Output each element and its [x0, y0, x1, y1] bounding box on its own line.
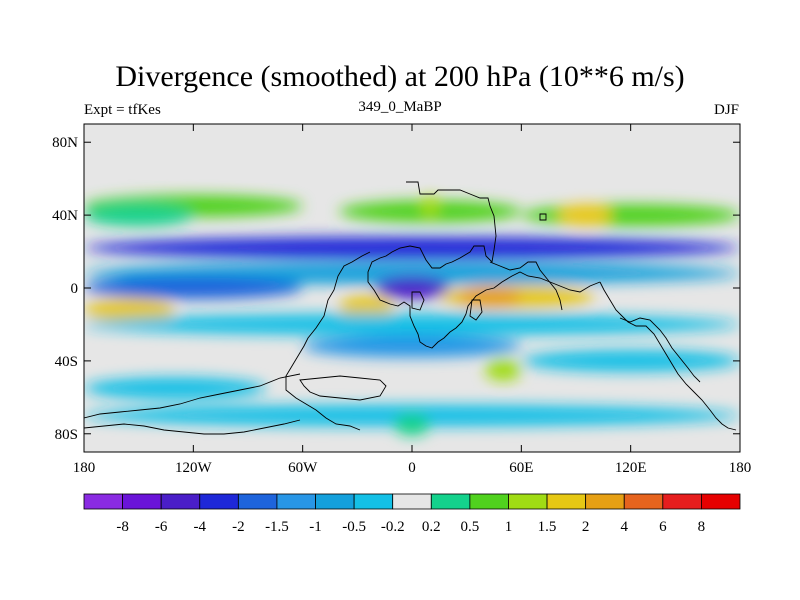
colorbar-box-8 — [392, 493, 432, 510]
colorbar-box-16 — [701, 493, 741, 510]
colorbar-box-9 — [430, 493, 471, 510]
colorbar-label-9: 0.5 — [461, 519, 480, 535]
x-tick-label-3: 0 — [408, 460, 416, 476]
x-tick-label-6: 180 — [729, 460, 752, 476]
x-axis: 180 120W 60W 0 60E 120E 180 — [73, 124, 752, 476]
y-tick-label-1: 40N — [52, 208, 78, 224]
colorbar-label-10: 1 — [505, 519, 513, 535]
x-tick-label-1: 120W — [175, 460, 213, 476]
colorbar-box-15 — [662, 493, 702, 510]
colorbar-label-5: -1 — [309, 519, 322, 535]
colorbar-label-12: 2 — [582, 519, 590, 535]
colorbar-box-10 — [469, 493, 509, 510]
colorbar-box-14 — [623, 493, 664, 510]
field-band-14 — [457, 286, 522, 309]
y-tick-label-0: 80N — [52, 135, 78, 151]
colorbar-label-8: 0.2 — [422, 519, 441, 535]
colorbar-box-4 — [237, 493, 278, 510]
colorbar-label-2: -4 — [194, 519, 207, 535]
colorbar-label-6: -0.5 — [342, 519, 366, 535]
field-band-10 — [375, 277, 449, 299]
colorbar-box-7 — [353, 493, 394, 510]
colorbar-label-13: 4 — [620, 519, 628, 535]
field-band-16 — [84, 313, 740, 336]
colorbar-box-3 — [199, 493, 239, 510]
experiment-label: Expt = tfKes — [84, 102, 161, 118]
y-axis: 80N 40N 0 40S 80S — [52, 135, 740, 443]
colorbar-label-4: -1.5 — [265, 519, 289, 535]
divergence-field — [84, 145, 740, 436]
field-band-17 — [302, 335, 522, 358]
x-tick-label-5: 120E — [615, 460, 647, 476]
colorbar-box-2 — [160, 493, 201, 510]
colorbar-box-1 — [122, 493, 162, 510]
colorbar-label-3: -2 — [232, 519, 245, 535]
colorbar-label-0: -8 — [116, 519, 129, 535]
case-label: 349_0_MaBP — [358, 99, 442, 115]
colorbar-box-5 — [276, 493, 316, 510]
field-band-9 — [84, 277, 303, 299]
y-tick-label-3: 40S — [55, 354, 78, 370]
colorbar-box-0 — [83, 493, 123, 510]
x-tick-label-2: 60W — [288, 460, 318, 476]
colorbar-label-1: -6 — [155, 519, 168, 535]
field-band-22 — [393, 413, 431, 436]
field-band-12 — [339, 295, 394, 318]
colorbar-label-11: 1.5 — [538, 519, 557, 535]
y-tick-label-4: 80S — [55, 427, 78, 443]
colorbar-label-7: -0.2 — [381, 519, 405, 535]
colorbar-labels: -8 -6 -4 -2 -1.5 -1 -0.5 -0.2 0.2 0.5 1 1.5 2 4 6 8 — [116, 519, 705, 535]
field-band-4 — [421, 195, 440, 217]
coastline — [84, 181, 737, 435]
chart-title: Divergence (smoothed) at 200 hPa (10**6 … — [115, 60, 685, 93]
colorbar-box-11 — [508, 493, 548, 510]
colorbar-box-12 — [546, 493, 587, 510]
field-band-0 — [84, 145, 740, 168]
x-tick-label-4: 60E — [509, 460, 533, 476]
field-band-18 — [521, 349, 740, 372]
colorbar-box-6 — [315, 493, 355, 510]
field-band-2 — [84, 204, 194, 227]
colorbar-label-14: 6 — [659, 519, 667, 535]
colorbar-boxes — [83, 493, 741, 510]
season-label: DJF — [713, 102, 739, 118]
colorbar-box-13 — [585, 493, 625, 510]
field-band-19 — [484, 359, 522, 381]
x-tick-label-0: 180 — [73, 460, 96, 476]
field-band-6 — [557, 204, 613, 227]
colorbar-label-15: 8 — [698, 519, 706, 535]
field-band-11 — [84, 298, 176, 321]
y-tick-label-2: 0 — [71, 281, 79, 297]
field-band-7 — [84, 236, 740, 259]
